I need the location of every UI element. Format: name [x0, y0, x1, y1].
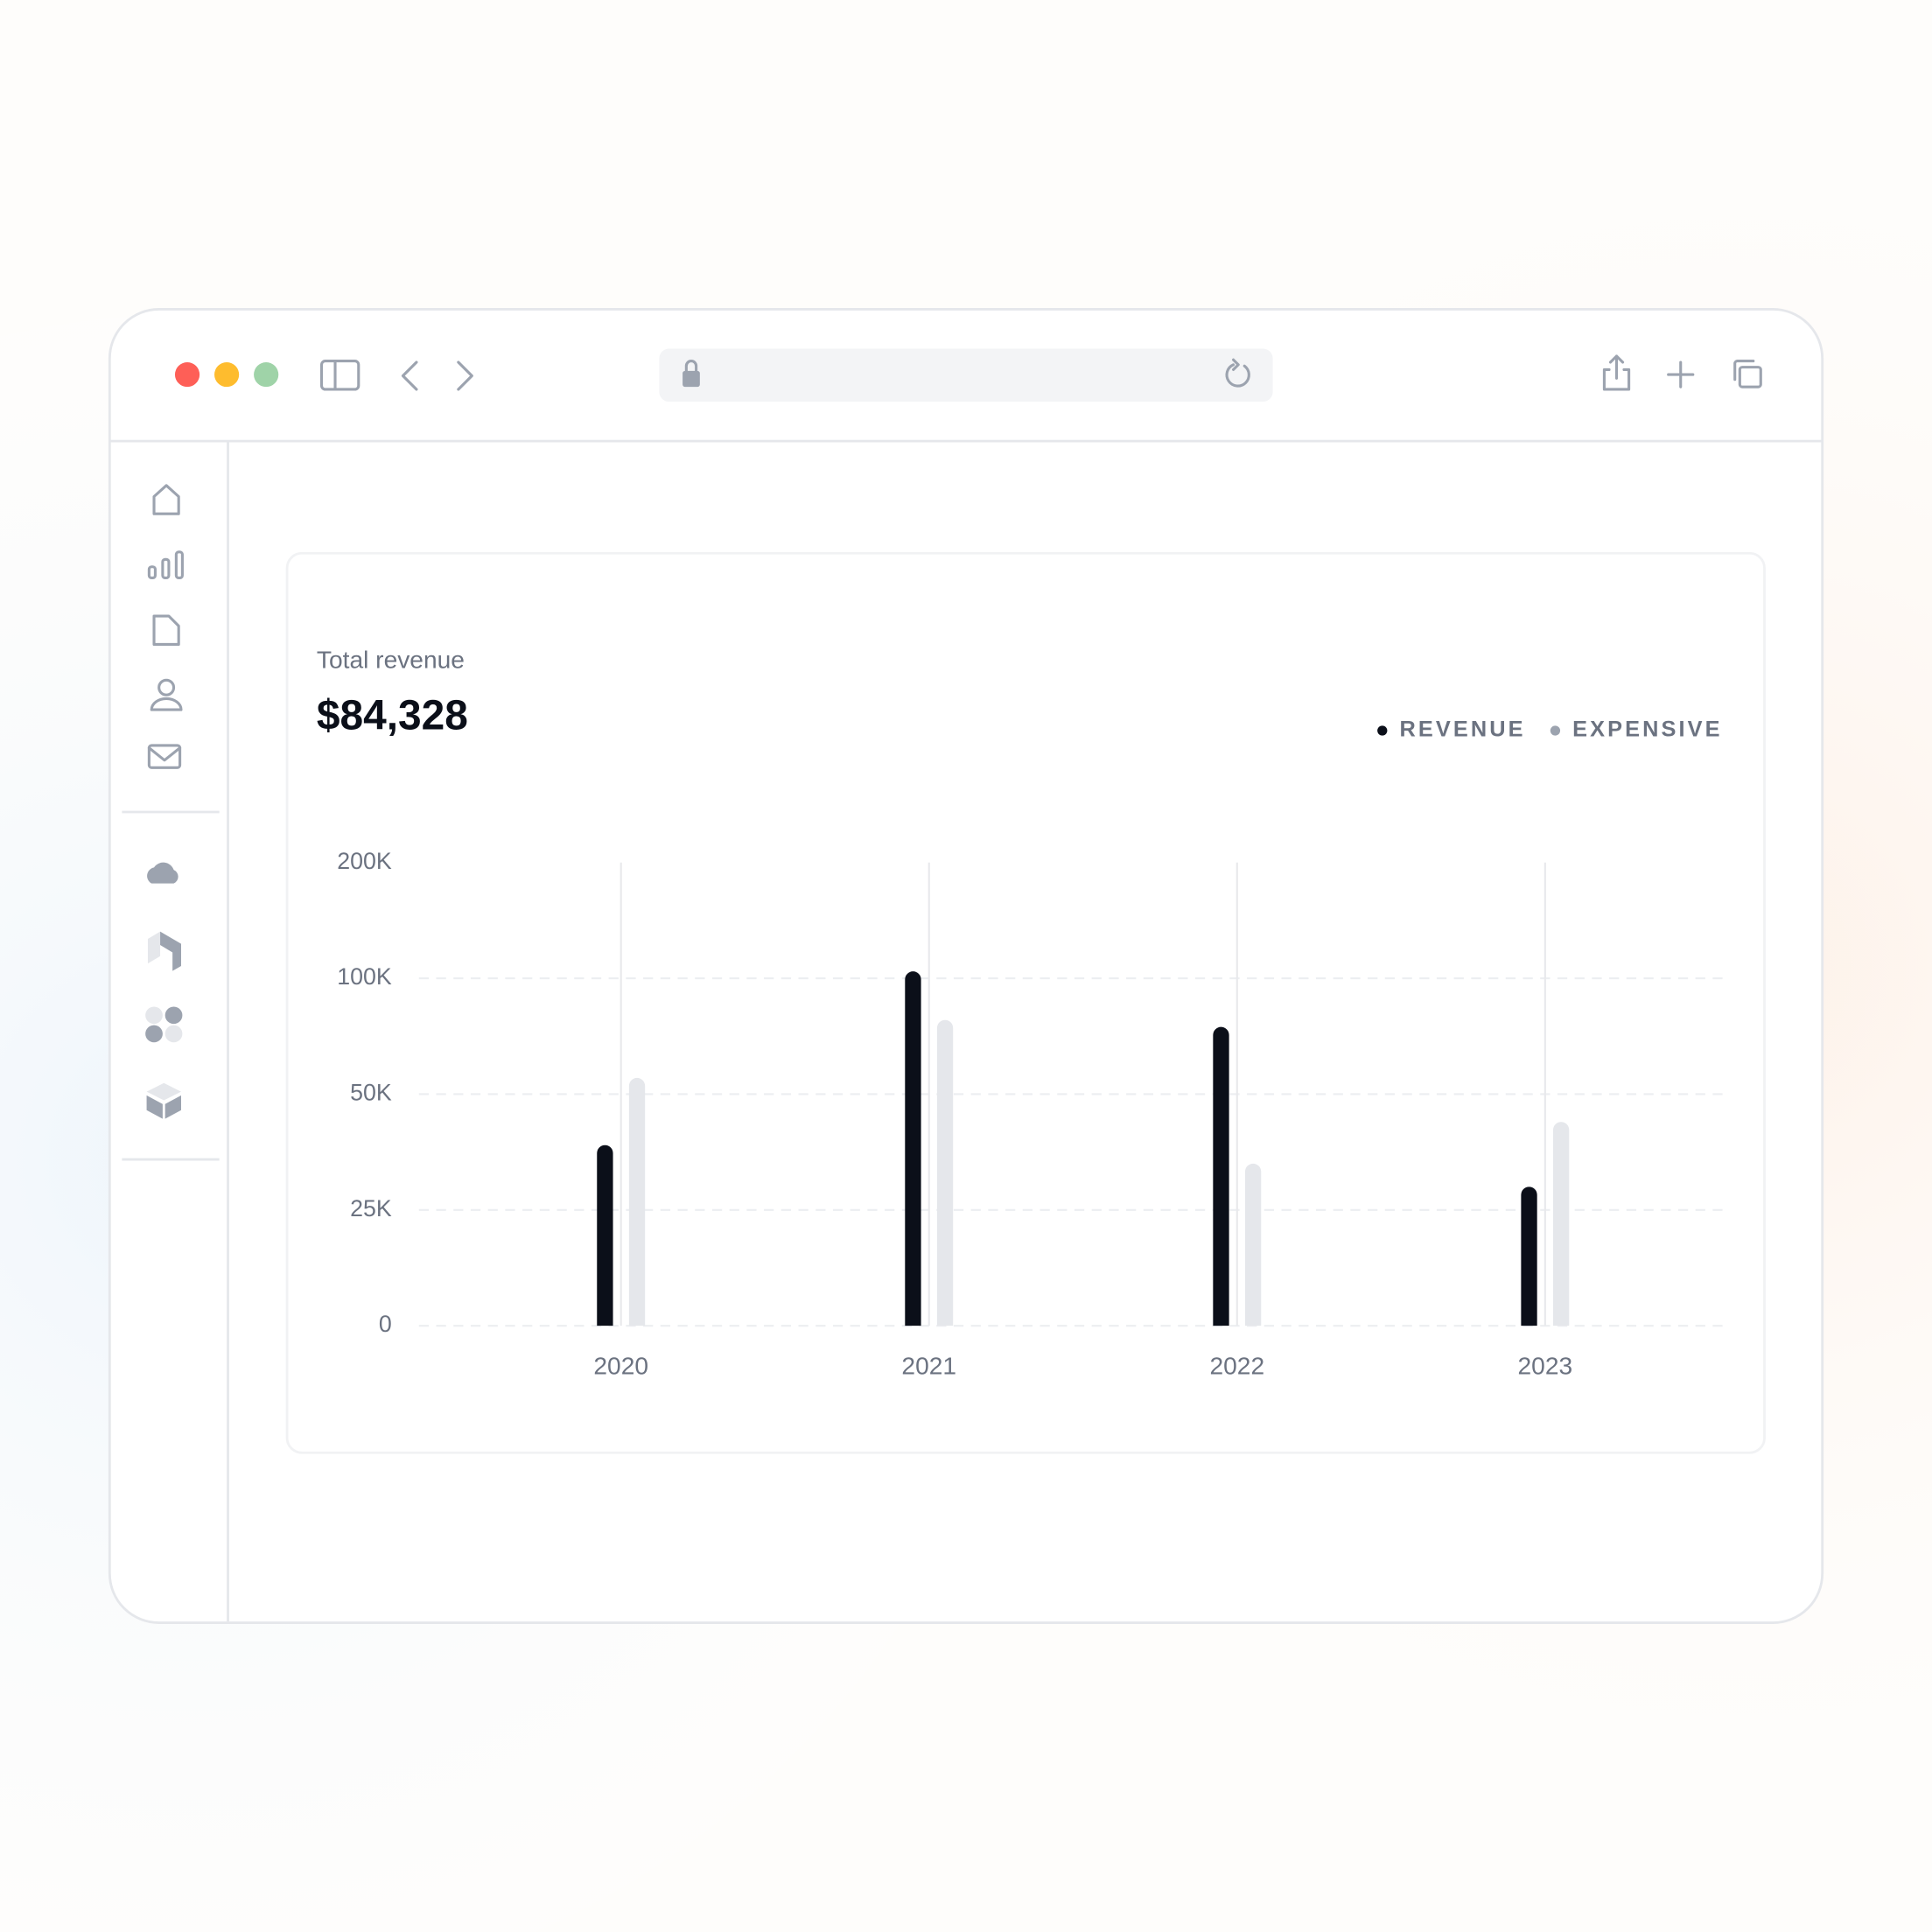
x-tick-label: 2022 — [1209, 1352, 1264, 1379]
stats-icon[interactable] — [147, 550, 184, 579]
y-tick-label: 0 — [379, 1311, 392, 1337]
y-tick-label: 100K — [337, 963, 392, 990]
x-tick-label: 2020 — [593, 1352, 648, 1379]
sidebar — [122, 484, 220, 1161]
bar — [905, 971, 921, 1326]
zoom-button[interactable] — [254, 362, 279, 388]
address-bar[interactable] — [659, 348, 1273, 402]
y-tick-label: 200K — [337, 848, 392, 874]
x-tick-label: 2021 — [901, 1352, 956, 1379]
user-icon[interactable] — [150, 678, 183, 711]
tabs-button[interactable] — [1733, 360, 1762, 388]
sidebar-toggle[interactable] — [319, 360, 360, 391]
bar — [597, 1144, 613, 1326]
bar — [936, 1019, 954, 1326]
y-tick-label: 25K — [350, 1195, 392, 1222]
bar — [1213, 1026, 1229, 1326]
layers-icon[interactable] — [147, 931, 181, 971]
reload-button[interactable] — [1225, 358, 1250, 388]
back-button[interactable] — [401, 360, 418, 391]
bar — [1552, 1122, 1570, 1326]
legend-label: REVENUE — [1399, 718, 1525, 742]
forward-button[interactable] — [457, 360, 473, 391]
chart-card — [285, 551, 1766, 1454]
card-total: $84,328 — [317, 693, 468, 739]
box-icon[interactable] — [146, 1082, 181, 1119]
chart: 0 25K 50K 100K 200K 2020 2021 2022 2023 EXPENSIVE… — [337, 718, 1726, 1379]
legend-dot — [1377, 725, 1388, 736]
y-tick-label: 50K — [350, 1080, 392, 1106]
card-label: Total revenue — [317, 647, 465, 674]
apps-icon[interactable] — [145, 1006, 183, 1043]
cloud-icon[interactable] — [147, 862, 178, 884]
bar — [628, 1077, 646, 1326]
minimize-button[interactable] — [214, 362, 240, 388]
x-tick-label: 2023 — [1518, 1352, 1573, 1379]
mail-icon[interactable] — [147, 744, 182, 769]
new-tab-button[interactable] — [1667, 360, 1695, 388]
lock-icon — [682, 360, 700, 388]
home-icon[interactable] — [152, 484, 180, 515]
close-button[interactable] — [174, 362, 200, 388]
document-icon[interactable] — [152, 614, 180, 647]
legend-label: EXPENSIVE — [1572, 718, 1722, 742]
legend-dot — [1550, 725, 1561, 736]
share-button[interactable] — [1602, 354, 1631, 391]
bar — [1521, 1186, 1537, 1326]
bar — [1244, 1163, 1262, 1326]
